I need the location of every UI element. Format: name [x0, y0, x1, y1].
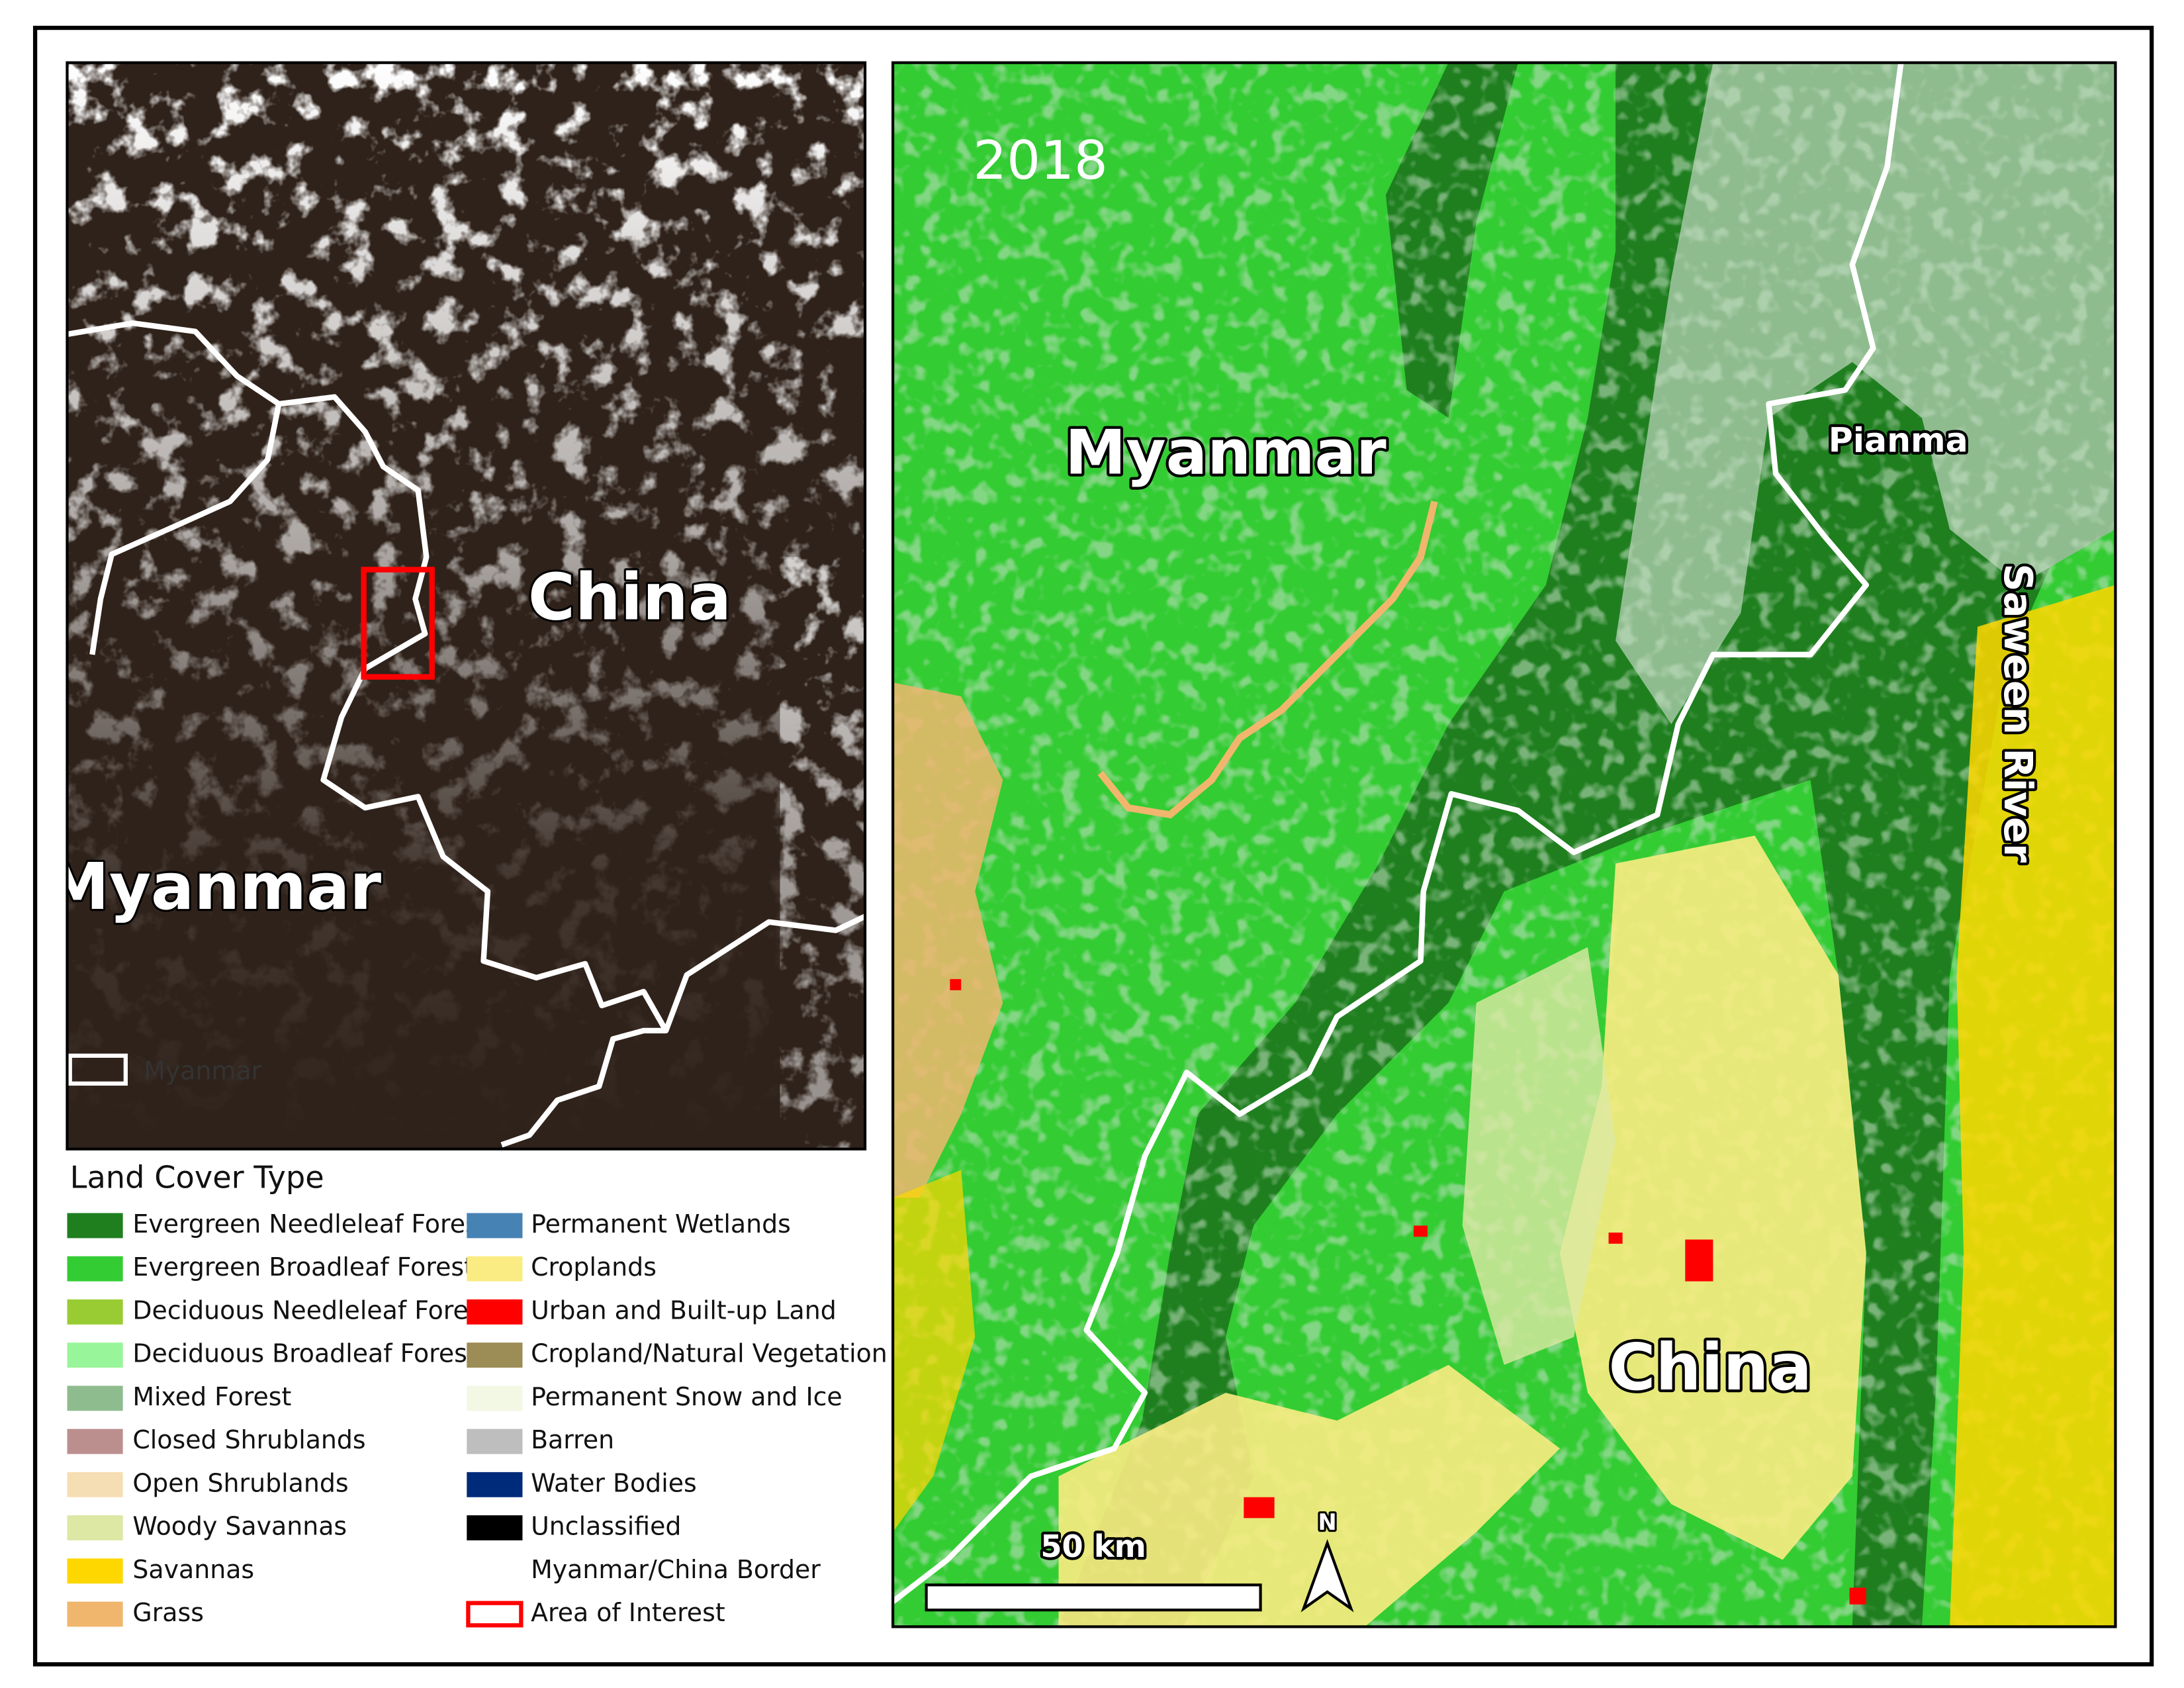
legend-title: Land Cover Type	[70, 1160, 324, 1196]
urban-patch	[950, 979, 962, 990]
legend-swatch	[67, 1472, 123, 1497]
grass-zone	[893, 682, 1003, 1198]
legend-label: Mixed Forest	[132, 1382, 291, 1411]
mixed-forest-texture	[893, 62, 2116, 1627]
legend-swatch	[467, 1342, 523, 1368]
land-cover-map: 2018 Myanmar Pianma Saween River China 5…	[893, 62, 2116, 1627]
legend-swatch	[467, 1256, 523, 1282]
legend-label: Grass	[132, 1598, 204, 1627]
legend-swatch	[67, 1256, 123, 1282]
legend-swatch	[467, 1299, 523, 1325]
snow-cover	[67, 62, 866, 1149]
legend-label: Evergreen Broadleaf Forest	[132, 1252, 474, 1282]
legend-label: Deciduous Broadleaf Forest	[132, 1339, 477, 1368]
legend-swatch	[67, 1515, 123, 1540]
map-label: Myanmar	[46, 849, 382, 924]
inset-legend-swatch	[68, 1053, 128, 1086]
legend-label: Evergreen Needleleaf Forest	[132, 1209, 488, 1239]
cropland-zone	[1058, 1364, 1560, 1627]
map-label: Pianma	[1829, 421, 1968, 460]
cloud-cover	[780, 557, 866, 1149]
legend-swatch	[67, 1429, 123, 1454]
legend-swatch	[467, 1385, 523, 1411]
urban-areas	[950, 979, 1866, 1605]
scale-bar-label: 50 km	[1040, 1528, 1146, 1564]
map-label: China	[1609, 1330, 1812, 1405]
woody-savanna-zone	[1462, 947, 1616, 1365]
legend-swatch	[67, 1558, 123, 1584]
legend-swatch	[467, 1213, 523, 1239]
satellite-map: China Myanmar Myanmar	[46, 62, 866, 1149]
legend-label: Cropland/Natural Vegetation	[531, 1339, 887, 1368]
cropland-zone	[1559, 835, 1866, 1560]
map-frame	[66, 61, 867, 1150]
legend-label: Closed Shrublands	[132, 1425, 365, 1454]
north-label: N	[1318, 1509, 1336, 1535]
river-corridor	[1097, 500, 1438, 819]
legend: Evergreen Needleleaf Forest Evergreen Bro…	[67, 1209, 887, 1628]
legend-label: Barren	[531, 1425, 614, 1454]
savanna-zone	[1950, 585, 2116, 1627]
legend-label: Deciduous Needleleaf Forest	[132, 1295, 491, 1325]
north-arrow	[1300, 1539, 1354, 1613]
map-label: Myanmar	[1065, 416, 1387, 488]
savanna-zone	[893, 1170, 976, 1532]
legend-swatch	[67, 1299, 123, 1325]
border-line	[89, 403, 282, 655]
urban-patch	[1685, 1239, 1713, 1282]
urban-patch	[1608, 1233, 1623, 1244]
legend-label: Area of Interest	[531, 1598, 725, 1627]
map-frame	[891, 61, 2117, 1628]
legend-swatch	[67, 1213, 123, 1239]
legend-label: Myanmar/China Border	[531, 1555, 821, 1584]
urban-patch	[1849, 1587, 1866, 1605]
legend-swatch	[467, 1515, 523, 1540]
legend-label: Open Shrublands	[132, 1468, 348, 1497]
legend-swatch	[466, 1601, 523, 1628]
legend-label: Water Bodies	[531, 1468, 697, 1497]
legend-swatch	[467, 1429, 523, 1454]
scale-bar	[925, 1583, 1262, 1612]
area-of-interest	[361, 567, 435, 680]
legend-swatch	[467, 1472, 523, 1497]
map-year: 2018	[973, 130, 1107, 191]
legend-label: Unclassified	[531, 1512, 681, 1541]
map-label: Saween River	[1995, 563, 2041, 863]
map-label: China	[528, 559, 731, 634]
legend-label: Savannas	[132, 1555, 254, 1584]
urban-patch	[1244, 1497, 1275, 1519]
legend-label: Woody Savannas	[132, 1512, 347, 1541]
legend-label: Croplands	[531, 1252, 657, 1282]
urban-patch	[1414, 1225, 1428, 1237]
border-line	[67, 320, 866, 1034]
border-line	[500, 1027, 666, 1148]
legend-swatch	[67, 1385, 123, 1411]
legend-label: Permanent Snow and Ice	[531, 1382, 842, 1411]
legend-label: Permanent Wetlands	[531, 1209, 791, 1239]
inset-legend-label: Myanmar	[144, 1056, 261, 1086]
legend-swatch	[67, 1601, 123, 1627]
border-line	[893, 62, 1904, 1604]
legend-swatch	[67, 1342, 123, 1368]
legend-label: Urban and Built-up Land	[531, 1295, 837, 1325]
